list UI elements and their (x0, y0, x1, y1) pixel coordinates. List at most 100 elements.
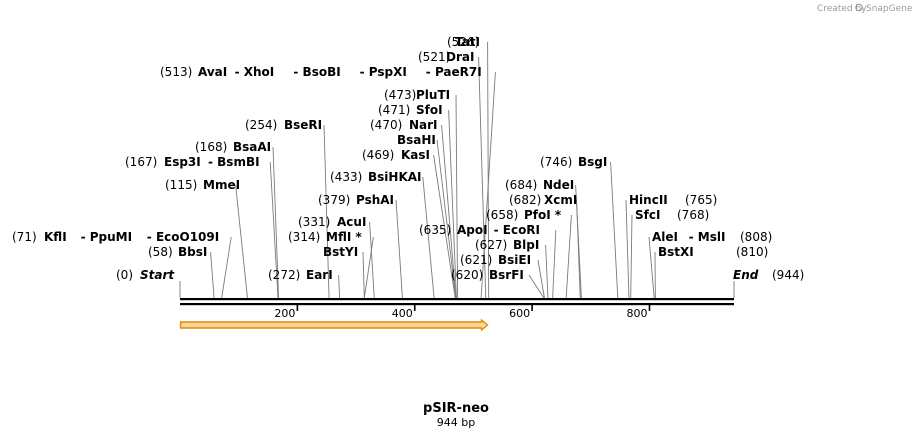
site-position: (58) (148, 245, 173, 259)
enzyme-name: BbsI (178, 245, 207, 259)
site-label-bstxi[interactable]: (810) BstXI (658, 245, 768, 259)
enzyme-name: EarI (306, 268, 333, 282)
leader-line (436, 139, 457, 299)
enzyme-name: BsrFI (489, 268, 524, 282)
leader-line (448, 109, 457, 299)
tick-mark (413, 305, 416, 311)
site-label-ecori[interactable]: (635) ApoI - EcoRI (419, 223, 540, 237)
plasmid-length: 944 bp (437, 416, 475, 429)
site-label-mfli[interactable]: (314) MflI * (288, 230, 362, 244)
enzyme-name: BsiHKAI (368, 170, 422, 184)
enzyme-name: SfcI (635, 208, 660, 222)
enzyme-name: AcuI (337, 215, 366, 229)
site-labels: (526)TatI(521)DraI(513) AvaI - XhoI - BsoBI… (12, 35, 804, 282)
site-label-pfoi[interactable]: (658) PfoI * (486, 208, 562, 222)
enzyme-name: BsaAI (233, 140, 271, 154)
axis-ticks: 200 400 600 800 (274, 305, 651, 320)
site-label-bsihkai[interactable]: (433) BsiHKAI (330, 170, 422, 184)
leader-line (528, 274, 545, 299)
leader-line (441, 124, 457, 299)
enzyme-name: PfoI * (524, 208, 562, 222)
leader-line (480, 71, 496, 299)
leader-line (323, 124, 330, 299)
site-label-bsaai[interactable]: (168) BsaAI (195, 140, 271, 154)
site-position: (254) (245, 118, 277, 132)
site-label-bstyi[interactable]: BstYI (323, 245, 358, 259)
feature-arrow-shape[interactable] (179, 318, 489, 332)
leader-line (630, 214, 633, 299)
leader-line (235, 184, 248, 299)
sequence-line-bottom (180, 303, 734, 306)
leader-line (545, 244, 549, 299)
site-label-drai[interactable]: (521)DraI (418, 50, 474, 64)
plasmid-name: pSIR-neo (423, 401, 489, 416)
site-label-end[interactable]: (944) End (733, 268, 804, 282)
site-label-bseri[interactable]: (254) BseRI (245, 118, 322, 132)
site-label-esp3i[interactable]: (167) Esp3I - BsmBI (125, 155, 260, 169)
tick-mark (648, 305, 651, 311)
site-label-pluti[interactable]: (473) PluTI (384, 88, 450, 102)
site-label-acui[interactable]: (331) AcuI (298, 215, 366, 229)
enzyme-name: BlpI (513, 238, 539, 252)
site-label-kfli[interactable]: (71) KflI - PpuMI - EcoO109I (12, 230, 219, 244)
site-label-kasi[interactable]: (469) KasI (362, 148, 430, 162)
enzyme-name: XcmI (544, 193, 577, 207)
site-label-sfoi[interactable]: (471) SfoI (378, 103, 443, 117)
site-position: (944) (772, 268, 804, 282)
tick-mark (296, 305, 299, 311)
enzyme-name: TatI (455, 35, 480, 49)
leader-line (272, 146, 280, 299)
site-label-mmei[interactable]: (115) MmeI (165, 178, 240, 192)
leader-line (269, 161, 279, 299)
enzyme-name: - PspXI (360, 65, 407, 79)
site-label-ndei[interactable]: (684) NdeI (505, 178, 574, 192)
site-position: (526) (447, 35, 479, 49)
leader-line (338, 274, 341, 299)
site-position: (473) (384, 88, 416, 102)
site-label-alei[interactable]: (808) AleI - MslI (652, 230, 772, 244)
leader-line (210, 251, 215, 299)
leader-line (362, 251, 365, 299)
site-label-eari[interactable]: (272) EarI (268, 268, 333, 282)
snapgene-logo-icon (855, 3, 863, 12)
leader-line (455, 94, 459, 299)
credit-text: Created by (817, 4, 867, 14)
site-label-avai[interactable]: (513) AvaI - XhoI - BsoBI - PspXI - PaeR7I (160, 65, 482, 79)
site-position: (272) (268, 268, 300, 282)
site-label-xcmi[interactable]: (682) XcmI (509, 193, 577, 207)
enzyme-name: ApoI (457, 223, 488, 237)
site-position: (168) (195, 140, 227, 154)
site-label-bsrfi[interactable]: (620) BsrFI (451, 268, 524, 282)
leader-line (610, 161, 619, 299)
site-position: (808) (740, 230, 772, 244)
enzyme-name: BstXI (658, 245, 694, 259)
enzyme-name: SfoI (416, 103, 443, 117)
site-label-nari[interactable]: (470) NarI (370, 118, 438, 132)
site-position: (635) (419, 223, 451, 237)
site-label-sfci[interactable]: (768) SfcI (635, 208, 709, 222)
site-position: (746) (540, 155, 572, 169)
site-position: (620) (451, 268, 483, 282)
leader-lines (179, 41, 735, 299)
site-position: (379) (318, 193, 350, 207)
enzyme-name: PluTI (416, 88, 450, 102)
site-label-pshai[interactable]: (379) PshAI (318, 193, 394, 207)
site-label-bsgi[interactable]: (746) BsgI (540, 155, 607, 169)
site-label-bbsi[interactable]: (58) BbsI (148, 245, 207, 259)
site-label-hincii[interactable]: (765) HincII (629, 193, 717, 207)
feature-arrow[interactable] (179, 318, 489, 332)
enzyme-name: - EcoRI (494, 223, 540, 237)
site-label-bsiei[interactable]: (621) BsiEI (460, 253, 531, 267)
site-label-bsahi[interactable]: BsaHI (397, 133, 436, 147)
enzyme-name: DraI (446, 50, 474, 64)
enzyme-name: MmeI (203, 178, 240, 192)
tick-mark (531, 305, 533, 311)
leader-line (369, 221, 375, 299)
leader-line (552, 229, 557, 299)
site-label-tati[interactable]: (526)TatI (447, 35, 480, 49)
site-position: (71) (12, 230, 37, 244)
site-label-start[interactable]: (0) Start (116, 268, 175, 282)
site-label-blpi[interactable]: (627) BlpI (475, 238, 539, 252)
tick-label: 400 (392, 307, 413, 320)
